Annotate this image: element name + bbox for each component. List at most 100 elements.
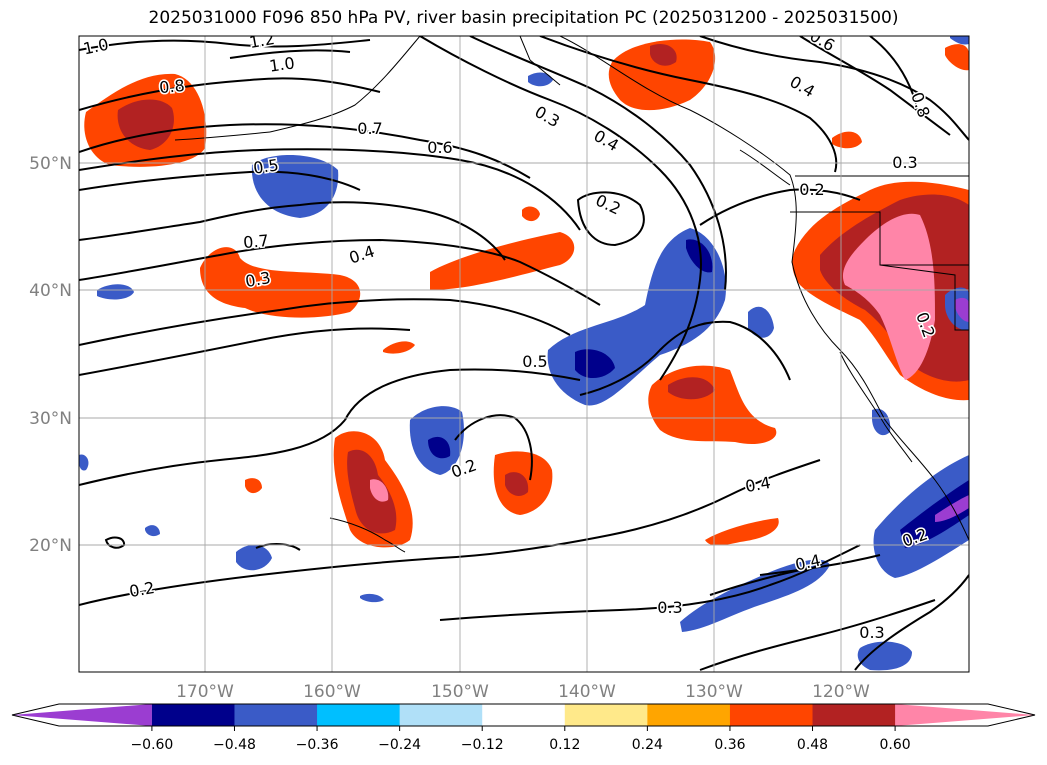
contour-label: 0.5 [252,155,280,177]
contour-label: 0.5 [522,352,547,371]
precip-positive-area [200,247,361,318]
lon-label: 140°W [558,682,616,702]
nevada-border [879,264,969,331]
colorbar-bin [647,704,731,726]
precip-positive-area [245,478,262,494]
pv-contour-line [579,320,791,396]
precip-positive-area [705,518,779,546]
colorbar-tick-label: −0.60 [130,737,173,753]
precip-highest-area [370,479,389,502]
lon-label: 120°W [812,682,870,702]
precip-extreme-negative [686,239,713,273]
pv-contour-line [79,298,571,346]
precip-negative-area [680,559,830,632]
precip-negative-area [79,454,89,471]
pv-contour-line [576,191,645,247]
colorbar-tick-label: 0.12 [549,737,580,753]
colorbar-bin [317,704,401,726]
precip-most-negative [955,297,969,322]
colorbar-tick-label: −0.48 [213,737,256,753]
contour-label: 1.0 [268,53,296,75]
colorbar-tick-label: −0.24 [378,737,421,753]
precip-negative-area [872,408,891,436]
oregon-border [790,211,969,266]
precip-strong-area [668,377,715,400]
precip-extreme-negative [575,349,615,379]
map-frame [78,35,970,673]
colorbar-outline [11,703,1036,727]
pv-contour-line [79,170,361,191]
precip-negative-area [236,544,272,571]
pv-contour-line [79,39,371,51]
map-title: 2025031000 F096 850 hPa PV, river basin … [148,8,899,28]
contour-label: 0.3 [892,153,917,172]
contour-label: 0.7 [242,231,269,252]
contour-label: 0.3 [859,623,884,642]
precip-positive-area [430,232,575,290]
pv-contour-line [79,419,346,486]
contour-label: 0.6 [427,138,452,157]
precip-strong-area [505,472,529,496]
pv-contour-line [419,36,702,381]
pv-contour-line [79,459,821,606]
lat-label: 30°N [29,409,72,429]
pv-contour-line [79,123,531,179]
colorbar: −0.60 −0.48 −0.36 −0.24 −0.12 0.12 0.24 0.36 0.4… [11,703,1036,753]
coastline-aleutians [174,131,271,141]
pv-contour-line [344,368,581,421]
precip-highest-area [842,213,935,380]
pv-contour-line [79,201,506,261]
precip-positive-area [383,341,415,354]
precip-negative-area [528,72,553,87]
precip-strong-area [650,43,677,66]
pv-contour-line [79,77,381,111]
colorbar-tick-label: 0.24 [632,737,663,753]
pv-contour-line [699,188,861,226]
contour-label: 1.2 [248,29,276,52]
colorbar-extend-min [12,704,152,726]
lat-label: 40°N [29,281,72,301]
pv-contour-line [759,554,881,576]
colorbar-tick-label: −0.12 [461,737,504,753]
alaska-border [519,36,561,86]
colorbar-bin [729,704,814,726]
precip-positive-area [832,131,862,149]
colorbar-bin [812,704,896,726]
precip-negative-area [857,641,912,671]
precip-negative-area [748,306,774,338]
pv-contour-line [79,148,581,231]
pv-contour-line [799,36,951,136]
colorbar-tick-label: 0.36 [714,737,745,753]
precip-positive-area [945,44,969,71]
coastline-baja [839,351,913,463]
colorbar-bin [482,704,566,726]
colorbar-tick-label: −0.36 [296,737,339,753]
contour-label: 0.7 [357,119,382,138]
coastline-north-america [559,36,969,541]
gridlines [79,36,969,672]
colorbar-tick-label: 0.48 [797,737,828,753]
precip-extreme-negative [428,436,451,459]
pv-contour-line [854,574,969,671]
colorbar-bin [151,704,235,726]
pv-contour-line [699,599,936,671]
pv-contours [79,36,969,671]
precip-positive-area [522,206,540,222]
lon-label: 150°W [431,682,489,702]
lon-label: 130°W [685,682,743,702]
coastline-hawaii [329,517,406,553]
precip-fields [79,36,969,671]
admin-borders [519,36,969,331]
pv-contour-line [709,567,811,596]
lat-label: 50°N [29,154,72,174]
precip-most-negative [935,495,969,522]
pv-contour-line [439,544,861,621]
colorbar-bin [399,704,483,726]
pv-contour-line [229,49,351,59]
contour-label: 1.0 [81,35,110,59]
colorbar-bin [564,704,648,726]
pv-contour-line [79,327,411,376]
coastline-vancouver-island [739,149,791,186]
colorbar-bin [234,704,318,726]
